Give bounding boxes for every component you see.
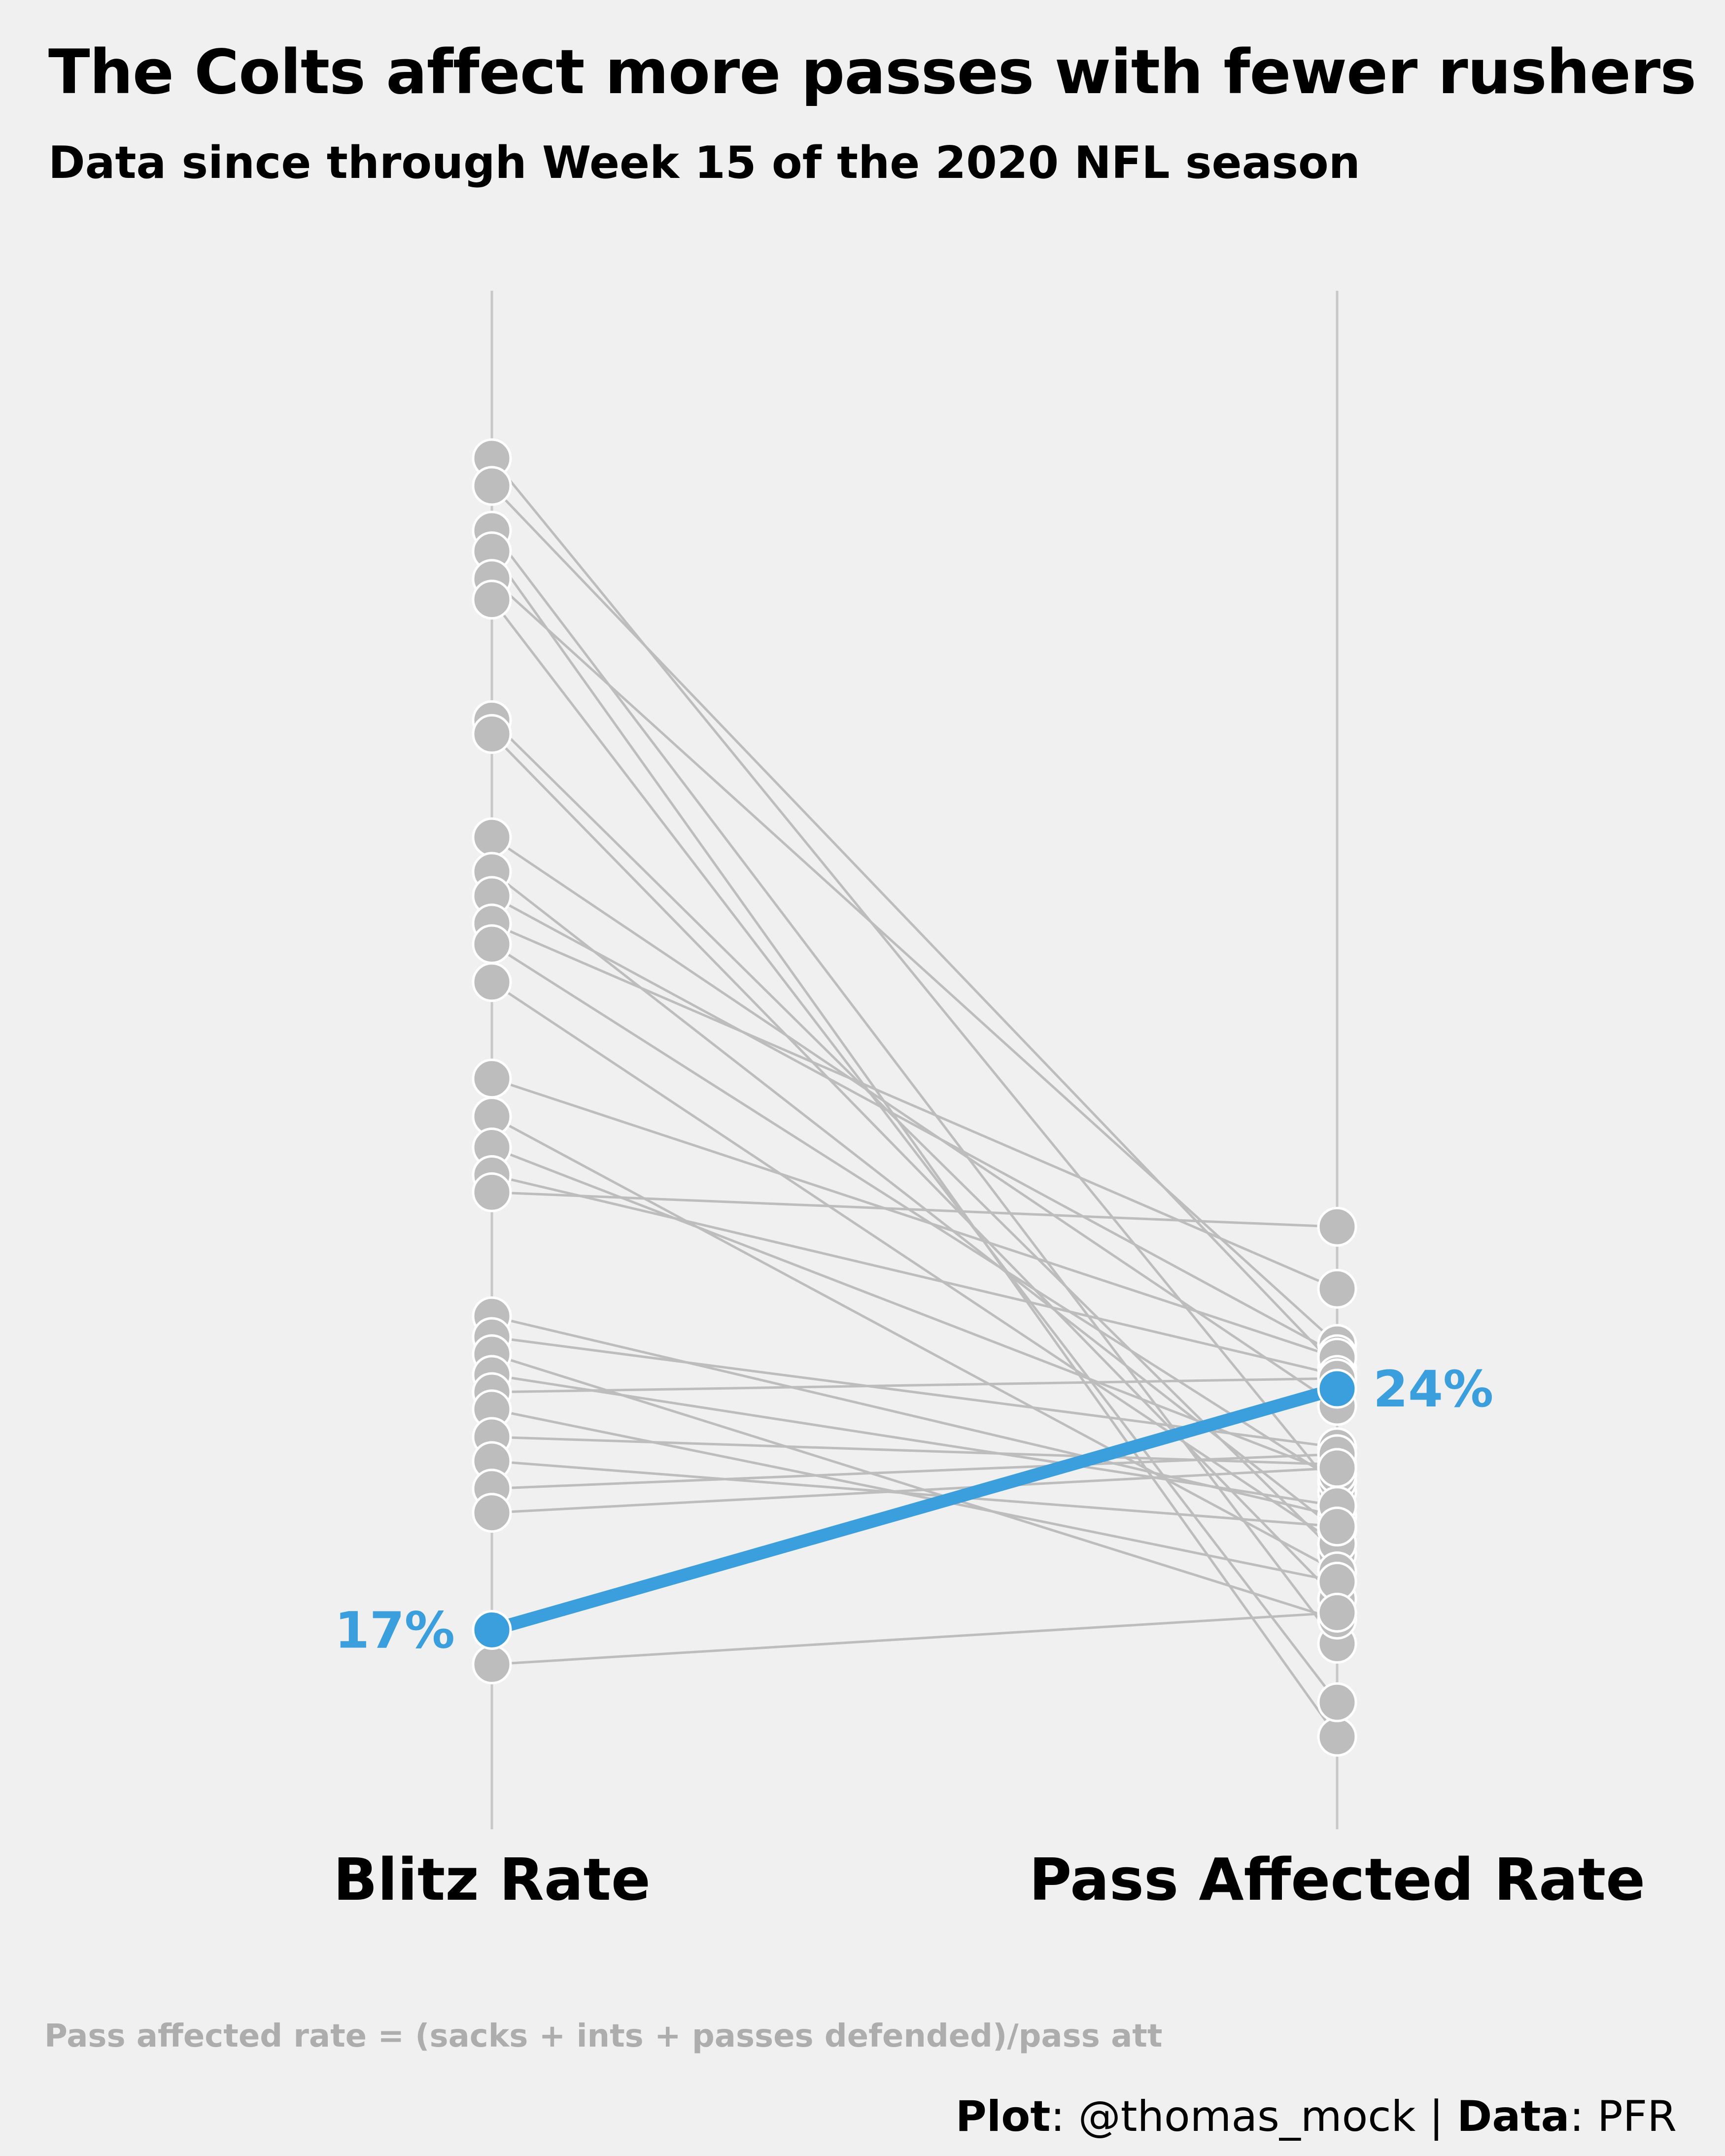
team-line bbox=[491, 1377, 1338, 1394]
team-line bbox=[491, 922, 1338, 1290]
plot-credit-label: Plot bbox=[955, 2092, 1051, 2141]
team-line bbox=[491, 733, 1338, 1600]
team-point bbox=[472, 466, 512, 506]
highlight-label-pass-affected-rate: 24% bbox=[1373, 1360, 1493, 1419]
team-line bbox=[491, 943, 1338, 1483]
team-line bbox=[491, 530, 1338, 1644]
team-line bbox=[491, 981, 1338, 1545]
category-label-pass-affected-rate: Pass Affected Rate bbox=[1029, 1846, 1645, 1914]
highlight-line bbox=[485, 1382, 1344, 1637]
team-line bbox=[491, 1191, 1338, 1228]
team-line bbox=[491, 485, 1338, 1369]
team-point bbox=[1317, 1268, 1357, 1309]
team-line bbox=[491, 1174, 1338, 1376]
team-point bbox=[1317, 1682, 1357, 1722]
team-line bbox=[491, 1408, 1338, 1583]
team-point bbox=[1317, 1506, 1357, 1547]
team-point bbox=[472, 580, 512, 620]
team-point bbox=[1317, 1448, 1357, 1488]
plot-credit-value: : @thomas_mock | bbox=[1050, 2092, 1457, 2141]
team-point bbox=[472, 962, 512, 1002]
chart-title: The Colts affect more passes with fewer … bbox=[48, 37, 1696, 108]
data-credit-label: Data bbox=[1457, 2092, 1570, 2141]
team-point bbox=[1317, 1206, 1357, 1247]
data-credit-value: : PFR bbox=[1569, 2092, 1677, 2141]
team-line bbox=[491, 1146, 1338, 1476]
team-point bbox=[472, 817, 512, 857]
team-line bbox=[491, 894, 1338, 1356]
team-point bbox=[472, 1493, 512, 1533]
team-line bbox=[491, 599, 1338, 1703]
chart-subtitle: Data since through Week 15 of the 2020 N… bbox=[48, 137, 1360, 189]
team-line bbox=[491, 457, 1338, 1493]
team-line bbox=[491, 1453, 1338, 1490]
team-line bbox=[491, 578, 1338, 1345]
team-line bbox=[491, 1611, 1338, 1666]
team-line bbox=[491, 1077, 1338, 1359]
category-label-blitz-rate: Blitz Rate bbox=[333, 1846, 651, 1914]
team-point bbox=[1317, 1716, 1357, 1757]
team-line bbox=[491, 1460, 1338, 1528]
highlight-point-blitz-rate bbox=[472, 1609, 512, 1650]
team-point bbox=[472, 1059, 512, 1099]
formula-caption: Pass affected rate = (sacks + ints + pas… bbox=[44, 2018, 1163, 2054]
highlight-label-blitz-rate: 17% bbox=[335, 1601, 455, 1660]
credits-caption: Plot: @thomas_mock | Data: PFR bbox=[956, 2092, 1677, 2141]
team-line bbox=[491, 1373, 1338, 1507]
team-line bbox=[491, 1353, 1338, 1621]
team-point bbox=[1317, 1592, 1357, 1633]
team-line bbox=[491, 1115, 1338, 1573]
team-point bbox=[472, 1172, 512, 1212]
team-line bbox=[490, 550, 1339, 1738]
team-point bbox=[472, 1644, 512, 1684]
team-point bbox=[472, 714, 512, 754]
team-point bbox=[472, 924, 512, 964]
highlight-point-pass-affected-rate bbox=[1317, 1369, 1357, 1409]
team-line bbox=[491, 1467, 1338, 1514]
team-line bbox=[491, 719, 1338, 1555]
